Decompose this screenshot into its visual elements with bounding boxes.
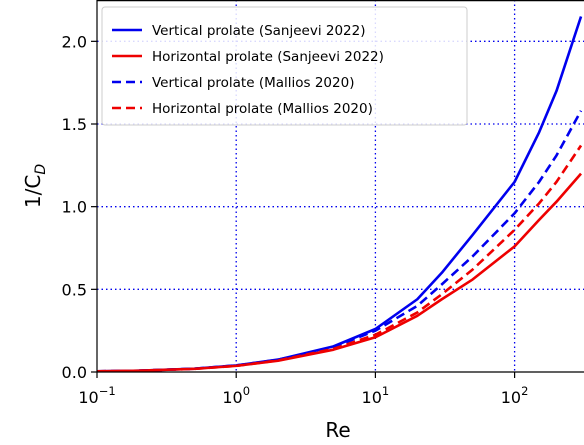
legend: Vertical prolate (Sanjeevi 2022) Horizont… <box>101 6 468 126</box>
series-layer <box>97 16 583 372</box>
y-ticks: 0.0 0.5 1.0 1.5 2.0 <box>62 32 97 382</box>
y-tick-label: 0.5 <box>62 280 87 299</box>
y-tick-label: 0.0 <box>62 363 87 382</box>
legend-box <box>101 6 468 126</box>
legend-label: Vertical prolate (Mallios 2020) <box>152 75 354 91</box>
y-axis-title-sub: D <box>33 164 49 175</box>
x-tick-label: 102 <box>501 384 529 407</box>
x-tick-label: 100 <box>222 384 250 407</box>
x-tick-label: 101 <box>362 384 390 407</box>
x-tick-label: 10−1 <box>78 384 115 407</box>
legend-label: Horizontal prolate (Sanjeevi 2022) <box>152 49 384 65</box>
y-axis-title-main: 1/C <box>21 175 45 208</box>
y-tick-label: 1.0 <box>62 198 87 217</box>
y-tick-label: 1.5 <box>62 115 87 134</box>
series-line-4 <box>97 144 583 372</box>
x-axis-title: Re <box>325 418 350 442</box>
legend-label: Vertical prolate (Sanjeevi 2022) <box>152 23 366 39</box>
x-ticks: 10−1 100 101 102 <box>78 372 528 407</box>
legend-label: Horizontal prolate (Mallios 2020) <box>152 101 373 117</box>
y-tick-label: 2.0 <box>62 32 87 51</box>
axes <box>96 0 584 373</box>
y-axis-title: 1/CD <box>21 164 49 208</box>
